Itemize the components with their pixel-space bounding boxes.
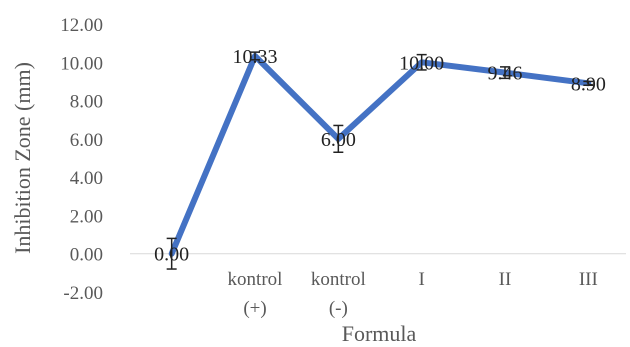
y-axis-title: Inhibition Zone (mm) [10, 62, 35, 254]
y-tick-label: 10.00 [60, 53, 103, 74]
y-tick-label: 6.00 [70, 130, 103, 151]
y-tick-label: 12.00 [60, 15, 103, 36]
series-line [168, 53, 592, 257]
x-tick-label: III [579, 269, 598, 290]
data-label: 8.90 [571, 73, 606, 95]
x-tick-label: (+) [243, 298, 266, 319]
error-bar [583, 80, 594, 87]
error-bar [166, 237, 177, 270]
data-labels: 0.00 10.33 6.00 10.00 9.46 8.90 [154, 46, 606, 266]
x-tick-label: kontrol [311, 269, 366, 290]
x-tick-label: kontrol [228, 269, 283, 290]
data-label: 0.00 [154, 244, 189, 266]
x-axis-ticks: kontrol(+)kontrol(-)I II III [228, 269, 598, 319]
data-label: 9.46 [488, 63, 523, 85]
y-tick-label: 8.00 [70, 92, 103, 113]
x-tick-label: (-) [329, 298, 348, 319]
x-tick-label: I [419, 269, 425, 290]
error-bars [166, 51, 594, 270]
data-label: 10.00 [399, 52, 444, 74]
y-tick-label: -2.00 [63, 283, 103, 304]
x-tick-label: II [499, 269, 512, 290]
error-bar [250, 51, 260, 61]
data-label: 10.33 [233, 46, 278, 68]
error-bar [416, 53, 427, 71]
y-tick-label: 4.00 [70, 168, 103, 189]
error-bar [333, 124, 344, 154]
data-label: 6.00 [321, 129, 356, 151]
y-tick-label: 2.00 [70, 206, 103, 227]
x-axis-title: Formula [342, 321, 417, 346]
y-axis-ticks: -2.00 0.00 2.00 4.00 6.00 8.00 10.00 12.00 [60, 15, 103, 304]
error-bar [500, 66, 510, 80]
y-tick-label: 0.00 [70, 245, 103, 266]
